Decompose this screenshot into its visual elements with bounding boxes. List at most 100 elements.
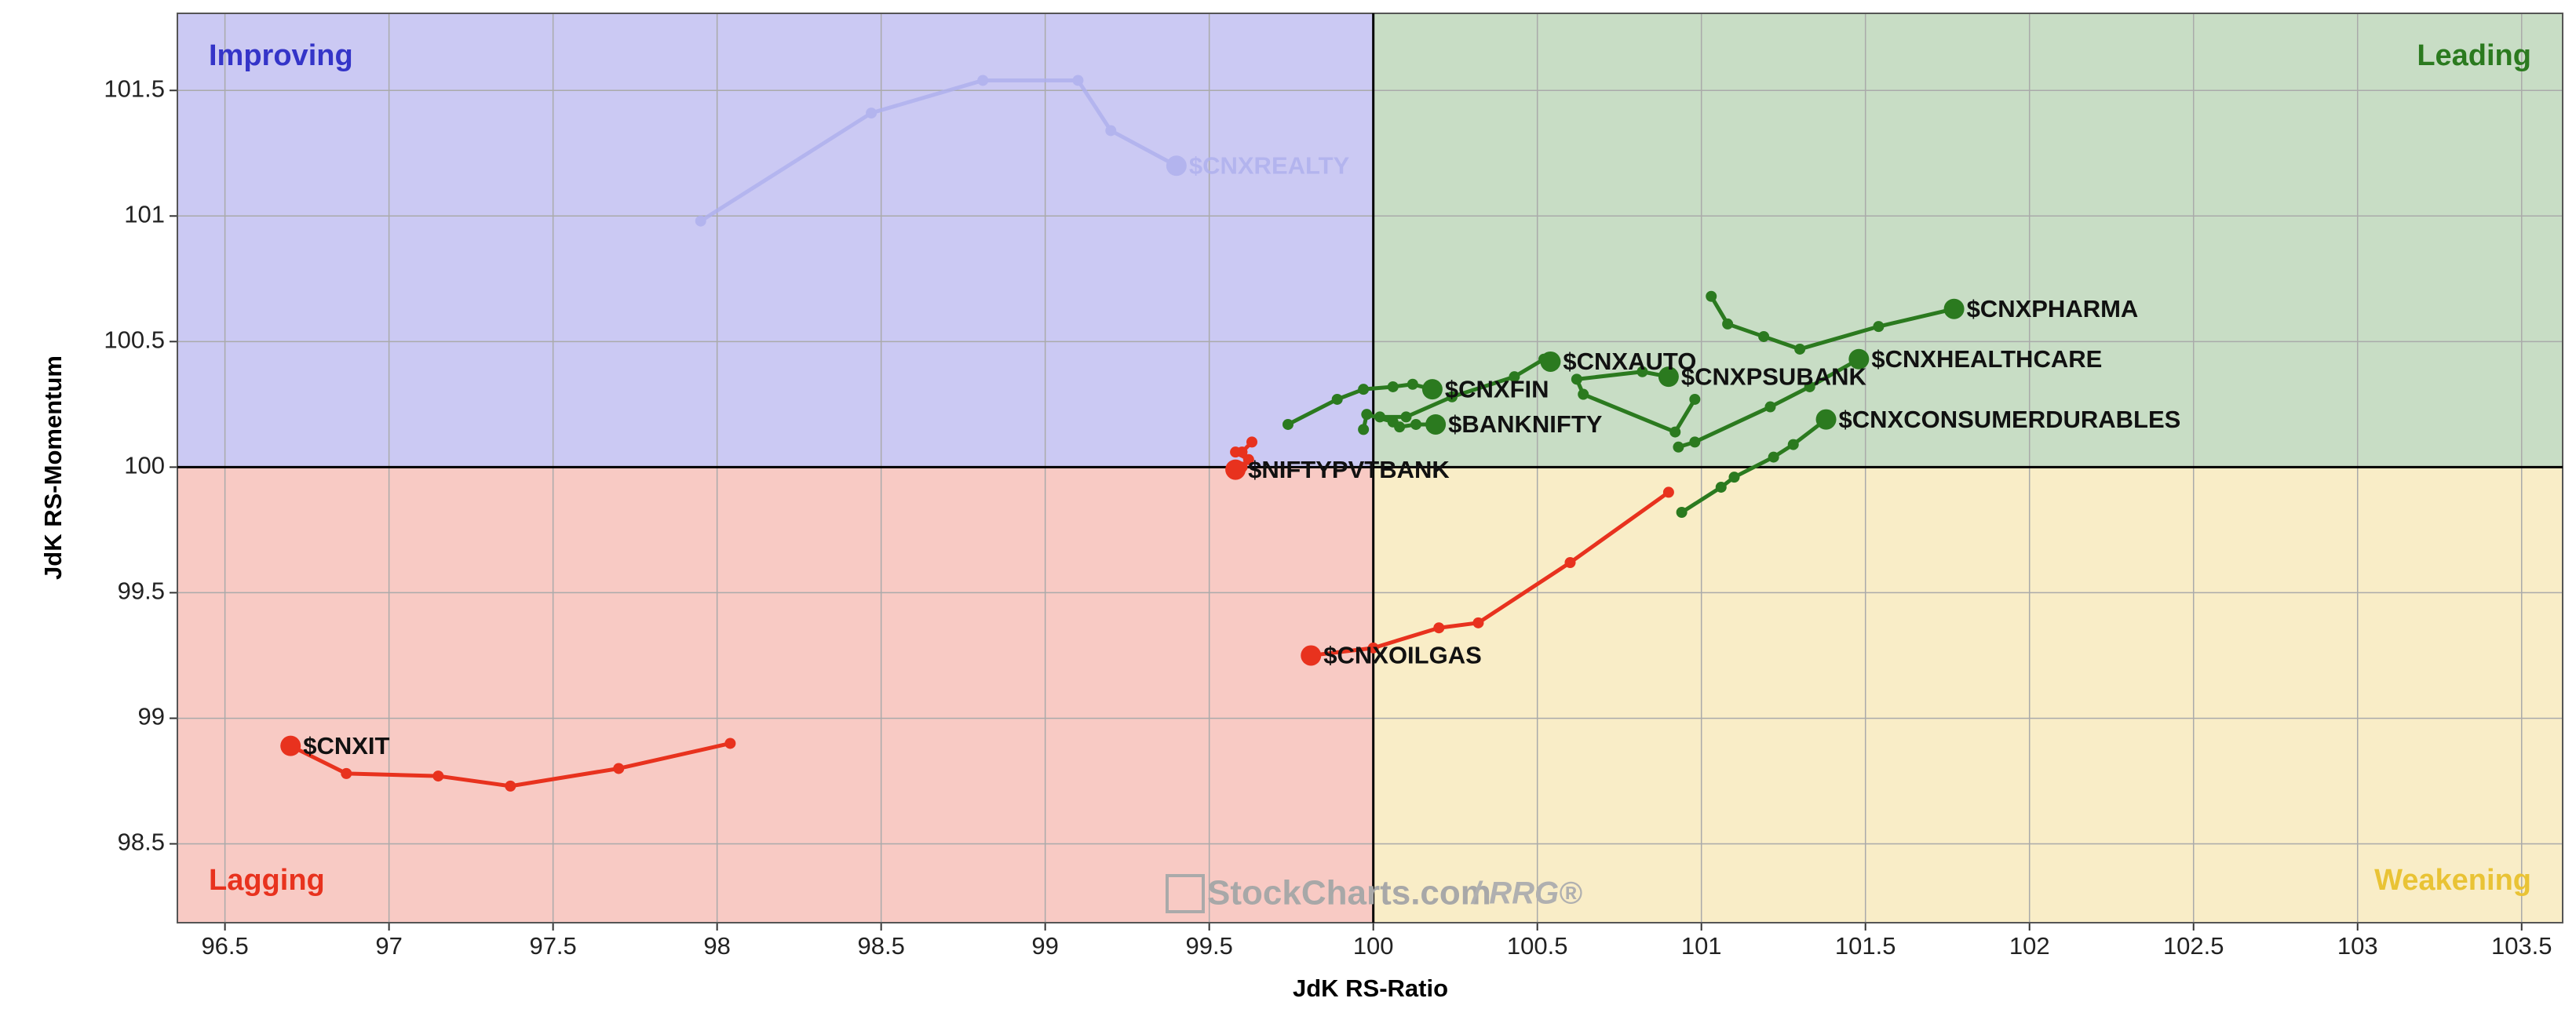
trail-point [1387, 381, 1399, 392]
quadrant-label: Leading [2417, 39, 2531, 72]
x-axis-title: JdK RS-Ratio [1293, 974, 1448, 1002]
trail-point [1722, 318, 1734, 330]
trail-point [1564, 557, 1576, 569]
trail-point [1105, 125, 1117, 137]
trail-line [699, 78, 1178, 223]
y-tick-label: 98.5 [118, 829, 165, 856]
trail-point [1669, 426, 1681, 438]
trail-point [1472, 617, 1484, 628]
trail-point [1367, 642, 1379, 654]
trail-point [1394, 421, 1406, 433]
watermark-icon [1166, 874, 1205, 913]
trail-head [1301, 645, 1322, 666]
quadrant-label: Lagging [209, 864, 325, 897]
y-tick-label: 99.5 [118, 577, 165, 605]
trail-head [1225, 459, 1246, 480]
watermark: / RRG® [1470, 876, 1582, 911]
x-tick-label: 102.5 [2163, 932, 2224, 960]
trail-point [1676, 506, 1688, 518]
series-label: $CNXCONSUMERDURABLES [1839, 406, 2181, 433]
y-axis-title: JdK RS-Momentum [39, 355, 67, 580]
series-label: $BANKNIFTY [1448, 410, 1603, 438]
trail-line [1310, 490, 1670, 657]
trail-point [1873, 321, 1885, 333]
trail-point [1689, 436, 1701, 448]
trail-point [1787, 439, 1799, 450]
trail-point [1706, 290, 1717, 302]
trail: $BANKNIFTY [1358, 409, 1603, 438]
x-tick-label: 101 [1681, 932, 1722, 960]
series-label: $NIFTYPVTBANK [1248, 456, 1450, 483]
series-label: $CNXPSUBANK [1681, 362, 1867, 390]
trail-point [1242, 454, 1254, 465]
quadrant-label: Improving [209, 39, 353, 72]
y-tick-label: 100 [124, 452, 165, 479]
trail-point [1358, 424, 1370, 435]
x-tick-label: 99.5 [1185, 932, 1232, 960]
y-tick-label: 99 [138, 703, 165, 730]
trail-point [1447, 391, 1458, 403]
quadrant [177, 467, 1374, 923]
trail-point [1246, 436, 1258, 448]
series-label: $CNXOILGAS [1323, 642, 1482, 669]
trail-head [1425, 413, 1447, 435]
x-tick-label: 100.5 [1507, 932, 1568, 960]
y-tick-label: 100.5 [104, 326, 165, 354]
trail-line [1680, 417, 1828, 515]
trail-point [1636, 366, 1648, 377]
trail-head [1943, 298, 1965, 319]
quadrant [1373, 13, 2563, 468]
x-tick-label: 103 [2337, 932, 2378, 960]
trail: $CNXFIN [1282, 375, 1549, 430]
trail-point [1571, 373, 1582, 385]
series-label: $CNXFIN [1445, 375, 1549, 403]
x-tick-label: 101.5 [1835, 932, 1896, 960]
x-tick-label: 98 [703, 932, 730, 960]
y-tick-label: 101 [124, 200, 165, 228]
trail-head [1540, 351, 1561, 372]
trail-point [1758, 330, 1770, 342]
trail-point [977, 75, 989, 86]
trail-point [866, 107, 878, 119]
x-tick-label: 97.5 [529, 932, 576, 960]
trail-point [1400, 411, 1412, 423]
trail-point [724, 738, 736, 749]
trail-head [280, 735, 301, 756]
trail-point [1673, 441, 1684, 453]
trail-point [1578, 388, 1589, 400]
trail-point [1282, 418, 1293, 430]
trail-point [1410, 418, 1422, 430]
trail: $NIFTYPVTBANK [1225, 436, 1450, 483]
trail-point [1728, 472, 1740, 483]
trail: $CNXPSUBANK [1571, 362, 1867, 438]
watermark: StockCharts.com [1207, 874, 1491, 912]
trail-point [505, 780, 516, 792]
trail-point [1230, 446, 1242, 458]
trail-point [1509, 371, 1520, 383]
trail-point [1331, 393, 1343, 405]
trail-point [341, 767, 352, 779]
trail-head [1658, 366, 1679, 388]
trail-point [432, 770, 444, 782]
x-tick-label: 102 [2009, 932, 2050, 960]
series-label: $CNXAUTO [1563, 348, 1696, 375]
trail-point [1072, 75, 1084, 86]
trail-head [1166, 155, 1187, 177]
x-tick-label: 103.5 [2491, 932, 2552, 960]
trail: $CNXREALTY [695, 75, 1350, 227]
trail: $CNXOILGAS [1301, 486, 1674, 669]
trail-point [1689, 393, 1701, 405]
trail-head [1848, 348, 1870, 370]
quadrant-label: Weakening [2374, 864, 2531, 897]
x-tick-label: 98.5 [857, 932, 904, 960]
trail-point [1361, 409, 1373, 421]
trail-point [1407, 378, 1418, 390]
trail-point [1764, 401, 1776, 413]
trail-point [1662, 486, 1674, 498]
trail-point [613, 763, 625, 774]
x-tick-label: 97 [375, 932, 402, 960]
trail: $CNXPHARMA [1706, 290, 2138, 355]
trail-head [1421, 379, 1443, 400]
quadrant [177, 13, 1374, 468]
